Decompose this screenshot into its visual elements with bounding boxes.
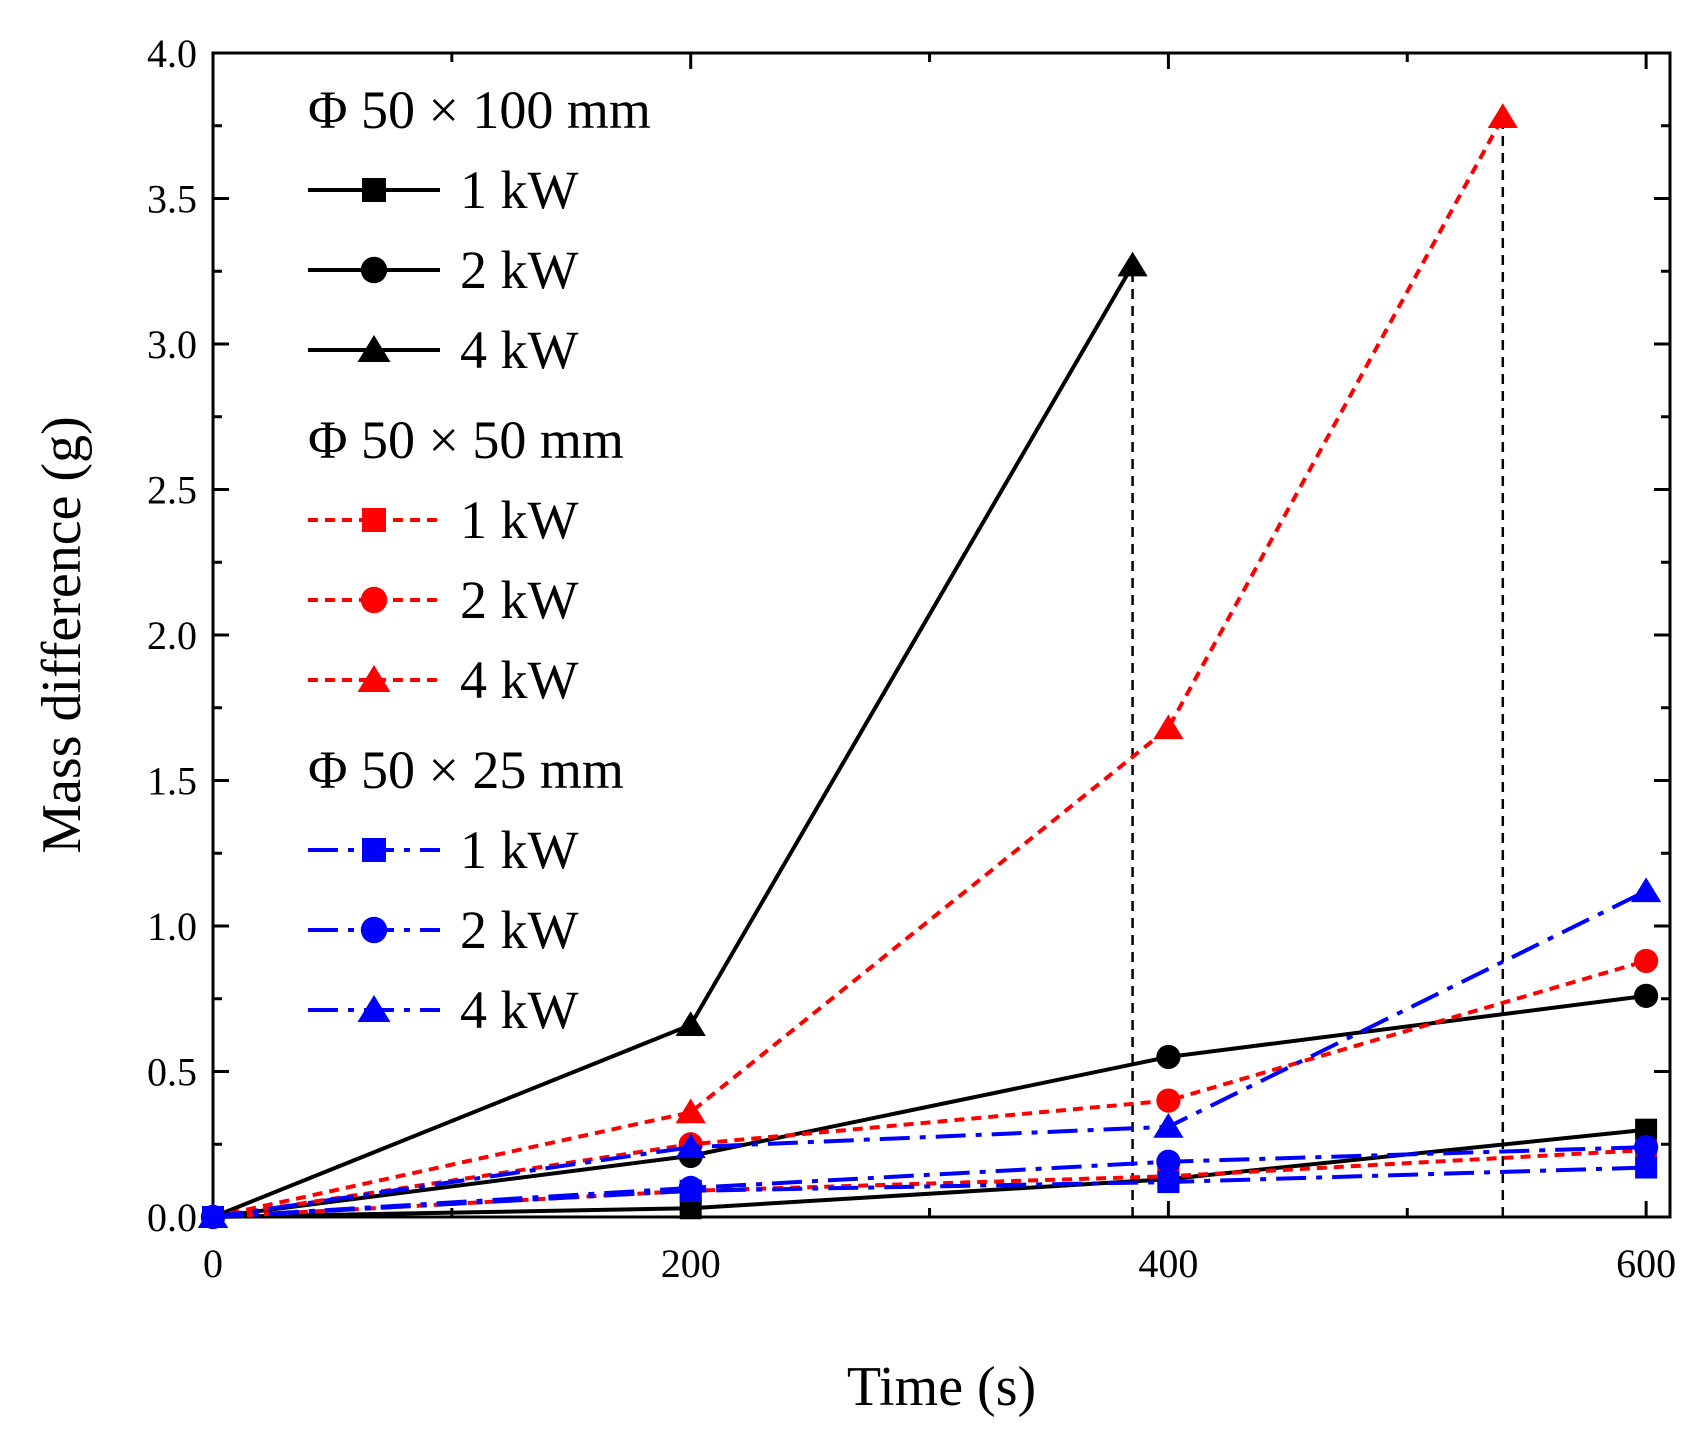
y-tick-label: 3.5 xyxy=(147,177,197,222)
y-tick-label: 0.0 xyxy=(147,1195,197,1240)
marker-triangle xyxy=(1487,103,1518,129)
marker-triangle xyxy=(357,995,391,1022)
marker-triangle xyxy=(1117,251,1148,277)
legend-group-title: Φ 50 × 25 mm xyxy=(308,740,624,800)
legend-group-title: Φ 50 × 50 mm xyxy=(308,410,624,470)
legend-entry-label: 2 kW xyxy=(460,900,579,960)
marker-square xyxy=(1635,1156,1658,1179)
series-line xyxy=(212,1145,1647,1219)
marker-circle xyxy=(360,586,388,614)
y-tick-label: 1.5 xyxy=(147,759,197,804)
marker-circle xyxy=(678,1175,703,1200)
axis-ticks: 0.0 0.5 1.0 1.5 2.0 2.5 3.0 3.5 4.0 0 200 400 600 xyxy=(147,31,1676,1286)
y-tick-label: 2.0 xyxy=(147,613,197,658)
marker-triangle xyxy=(1153,714,1184,740)
legend-entry-label: 4 kW xyxy=(460,650,579,710)
y-tick-label: 2.5 xyxy=(147,468,197,513)
marker-square xyxy=(362,178,386,202)
legend-entry-label: 1 kW xyxy=(460,490,579,550)
marker-triangle xyxy=(1630,877,1662,903)
y-tick-label: 1.0 xyxy=(147,904,197,949)
marker-circle xyxy=(360,916,388,944)
y-tick-label: 3.0 xyxy=(147,322,197,367)
legend-group-title: Φ 50 × 100 mm xyxy=(308,80,651,140)
marker-triangle xyxy=(197,1203,229,1228)
legend-entry-label: 1 kW xyxy=(460,820,579,880)
marker-triangle xyxy=(675,1011,706,1036)
marker-triangle xyxy=(1153,1113,1184,1138)
x-tick-label: 400 xyxy=(1138,1241,1198,1286)
legend-entry-label: 1 kW xyxy=(460,160,579,220)
annotation-lines xyxy=(1131,117,1505,1217)
marker-square xyxy=(362,508,386,532)
marker-circle xyxy=(1634,1135,1659,1160)
legend-entry-label: 4 kW xyxy=(460,320,579,380)
series-line xyxy=(212,116,1505,1219)
x-tick-label: 0 xyxy=(203,1241,223,1286)
legend-entry-label: 4 kW xyxy=(460,980,579,1040)
series-line xyxy=(212,889,1647,1219)
marker-circle xyxy=(1634,948,1659,974)
x-tick-label: 600 xyxy=(1616,1241,1676,1286)
legend-entry-label: 2 kW xyxy=(460,570,579,630)
marker-circle xyxy=(1156,1149,1181,1174)
marker-triangle xyxy=(675,1133,706,1159)
marker-square xyxy=(679,1197,702,1220)
y-tick-label: 0.5 xyxy=(147,1050,197,1095)
y-axis-title: Mass difference (g) xyxy=(31,416,93,853)
marker-triangle xyxy=(357,335,391,362)
marker-circle xyxy=(1634,983,1659,1008)
marker-triangle xyxy=(675,1098,706,1124)
marker-circle xyxy=(360,256,388,284)
marker-triangle xyxy=(357,665,391,692)
series-layer xyxy=(197,103,1662,1230)
series-line xyxy=(212,993,1647,1219)
marker-square xyxy=(362,838,386,862)
legend: Φ 50 × 100 mm 1 kW 2 kW 4 kW Φ 50 × 50 mm 1 k… xyxy=(308,80,651,1040)
marker-square xyxy=(1635,1118,1658,1141)
legend-entry-label: 2 kW xyxy=(460,240,579,300)
x-tick-label: 200 xyxy=(661,1241,721,1286)
y-tick-label: 4.0 xyxy=(147,31,197,76)
x-axis-title: Time (s) xyxy=(847,1356,1036,1418)
marker-square xyxy=(1157,1171,1180,1194)
marker-circle xyxy=(1156,1044,1181,1070)
marker-circle xyxy=(1156,1088,1181,1113)
